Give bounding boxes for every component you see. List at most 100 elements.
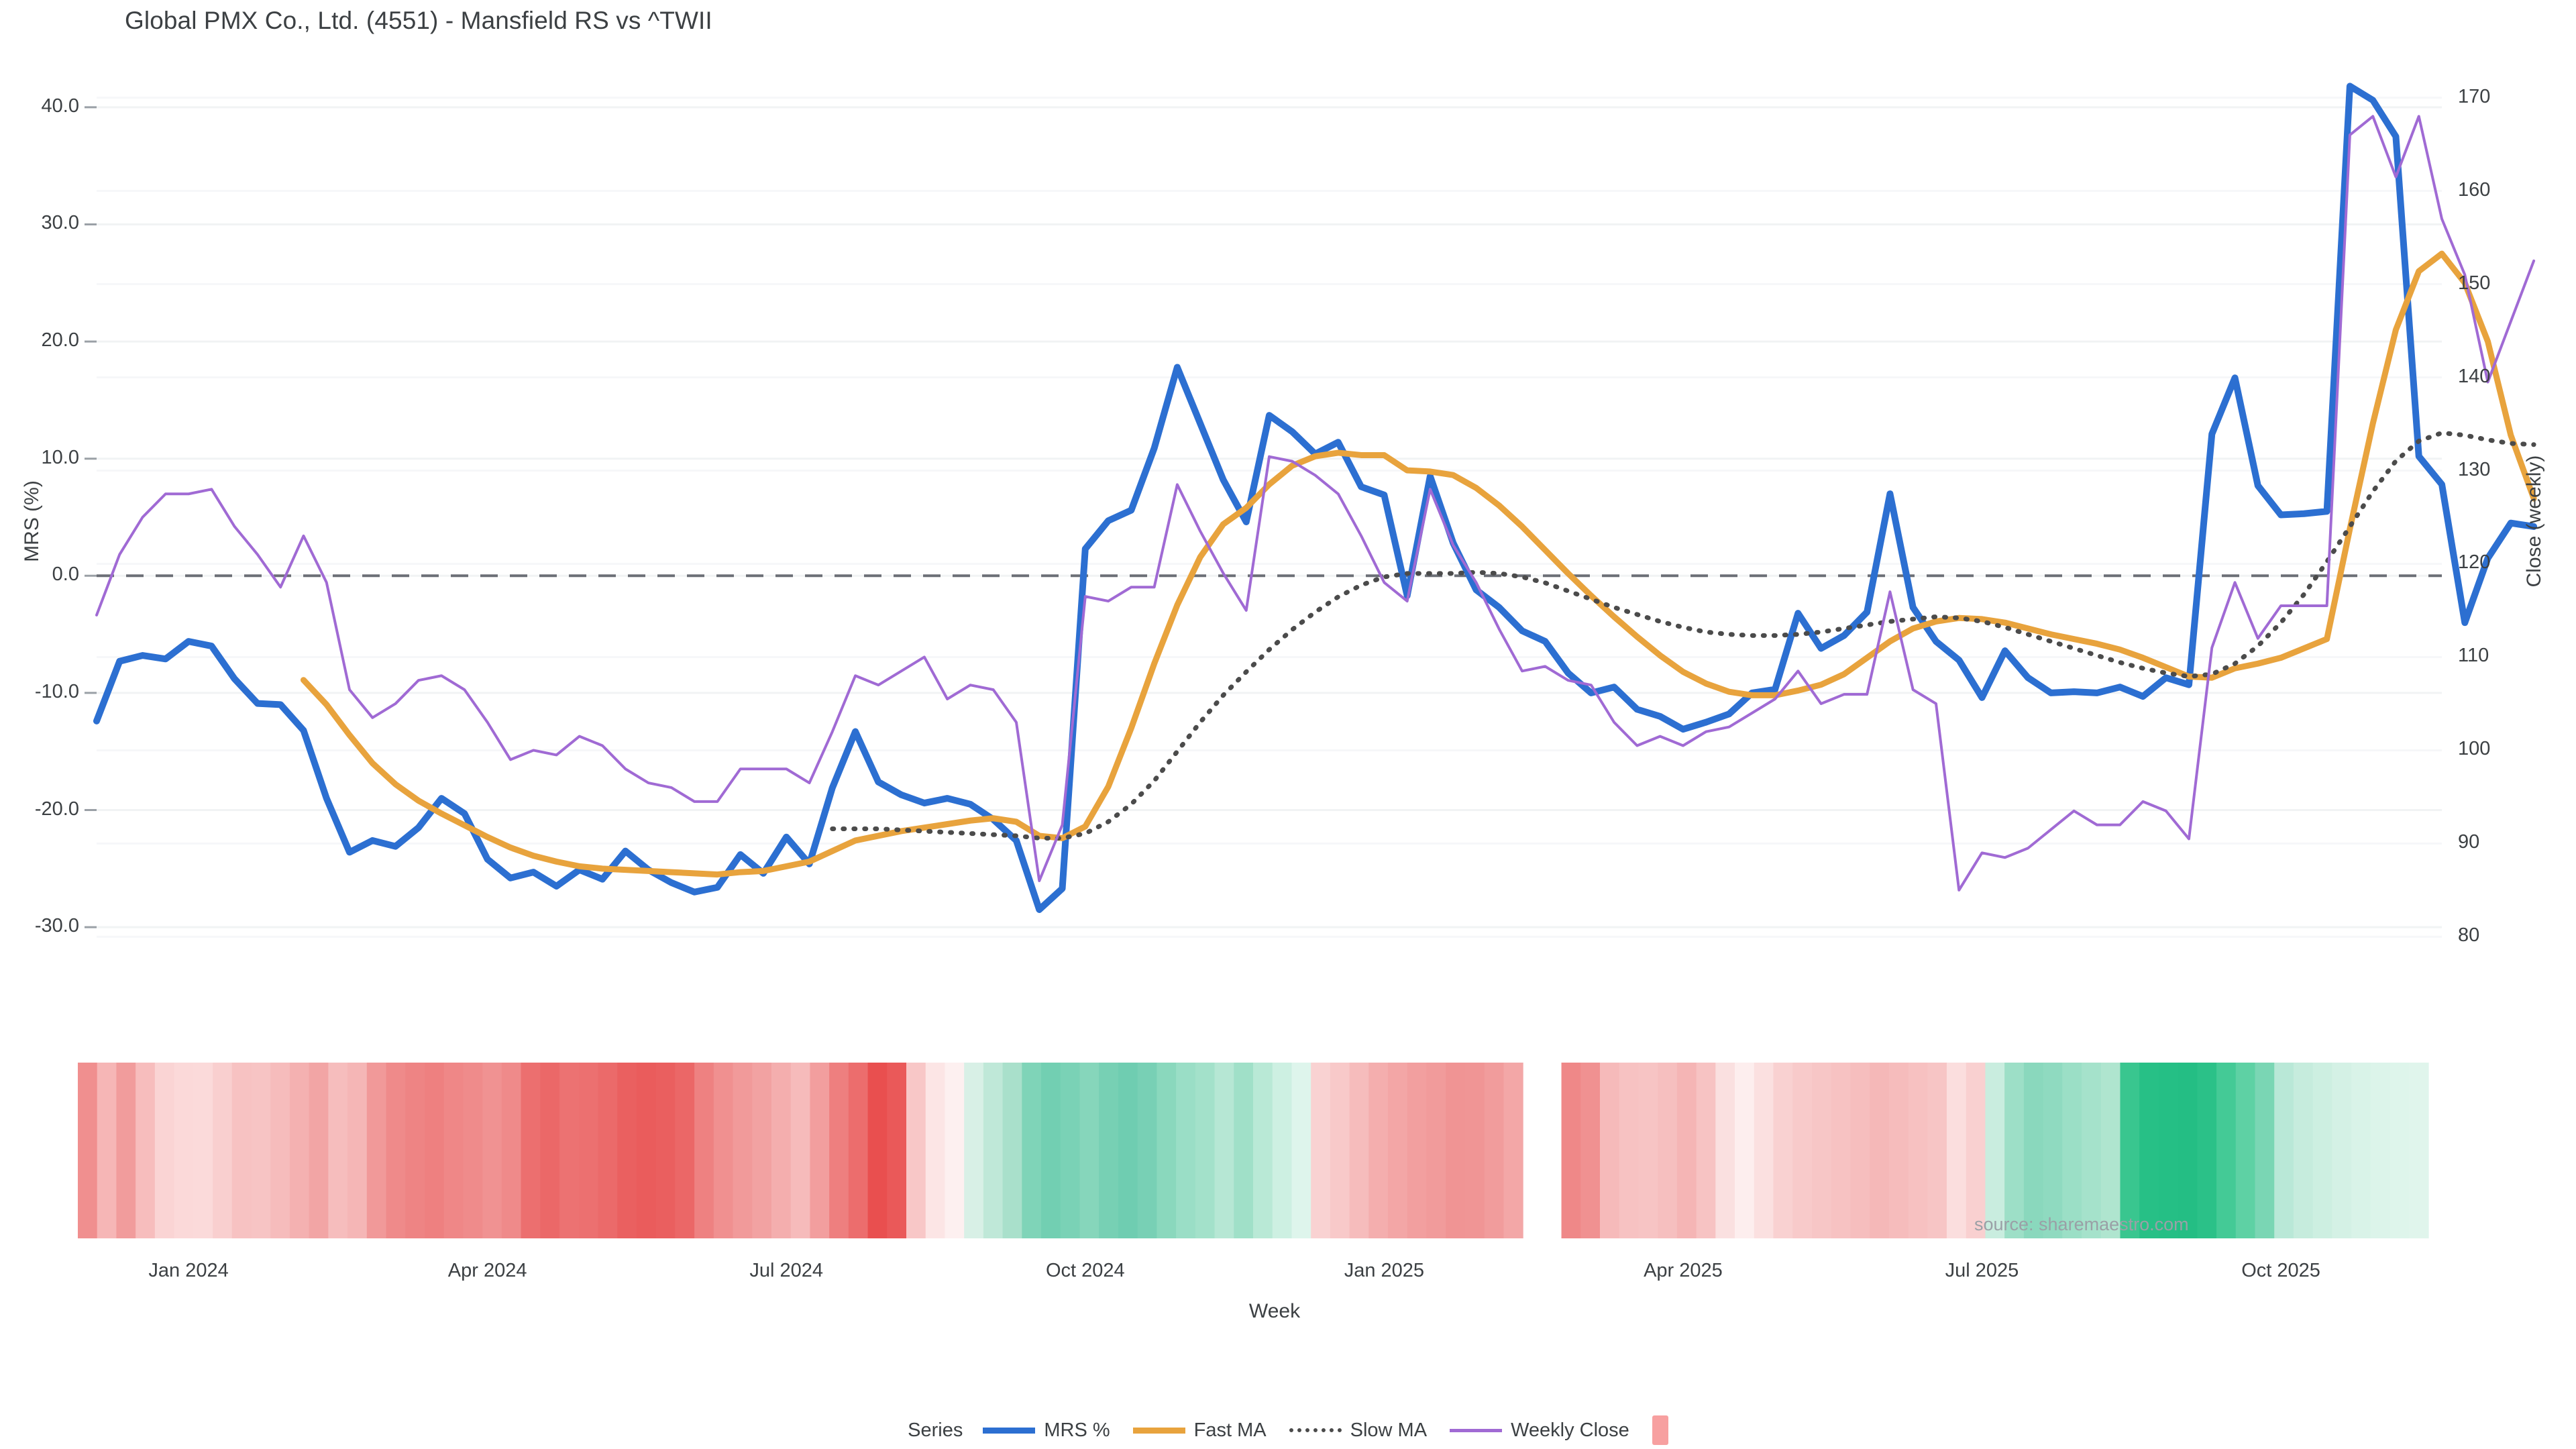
y-axis-right-tick: 150: [2458, 272, 2491, 294]
heatmap-cell: [136, 1063, 156, 1238]
heatmap-cell: [906, 1063, 926, 1238]
heatmap-cell: [1234, 1063, 1254, 1238]
x-axis-label: Week: [1248, 1300, 1301, 1322]
heatmap-cell: [2332, 1063, 2352, 1238]
heatmap-cell: [2293, 1063, 2314, 1238]
heatmap-cell: [2139, 1063, 2159, 1238]
chart-legend: Series MRS % Fast MA Slow MA Weekly Close: [0, 1415, 2576, 1445]
y-axis-right-tick: 100: [2458, 738, 2491, 760]
legend-item-rs-heat[interactable]: [1652, 1415, 1668, 1445]
legend-item-fast-ma[interactable]: Fast MA: [1132, 1419, 1267, 1442]
heatmap-cell: [925, 1063, 946, 1238]
legend-title: Series: [908, 1419, 963, 1441]
heatmap-cell: [1619, 1063, 1640, 1238]
heatmap-cell: [1214, 1063, 1234, 1238]
heatmap-cell: [559, 1063, 580, 1238]
heatmap-cell: [2043, 1063, 2063, 1238]
y-axis-left-tick: -10.0: [34, 680, 79, 702]
legend-label: Weekly Close: [1511, 1419, 1629, 1441]
heatmap-cell: [1176, 1063, 1196, 1238]
heatmap-cell: [1850, 1063, 1870, 1238]
y-axis-left-tick: -30.0: [34, 915, 79, 937]
series-line-slow-ma: [830, 430, 2536, 841]
y-axis-left-tick: 0.0: [52, 564, 79, 586]
heatmap-cell: [2370, 1063, 2391, 1238]
heatmap-cell: [2004, 1063, 2025, 1238]
x-axis-tick: Jul 2024: [749, 1260, 824, 1281]
heatmap-cell: [1946, 1063, 1967, 1238]
x-axis-tick: Oct 2024: [1045, 1260, 1125, 1281]
heatmap-cell: [694, 1063, 714, 1238]
heatmap-cell: [1503, 1063, 1523, 1238]
heatmap-cell: [2062, 1063, 2082, 1238]
y-axis-right-tick: 140: [2458, 365, 2491, 387]
legend-label: MRS %: [1044, 1419, 1110, 1441]
heatmap-cell: [328, 1063, 348, 1238]
heatmap-cell: [1811, 1063, 1832, 1238]
y-axis-right-tick: 120: [2458, 551, 2491, 574]
legend-item-mrs[interactable]: MRS %: [983, 1419, 1110, 1442]
heatmap-cell: [964, 1063, 984, 1238]
heatmap-cell: [733, 1063, 753, 1238]
heatmap-cell: [2082, 1063, 2102, 1238]
heatmap-cell: [1985, 1063, 2005, 1238]
legend-swatch-line: [1289, 1428, 1342, 1432]
heatmap-cell: [251, 1063, 271, 1238]
heatmap-cell: [347, 1063, 368, 1238]
heatmap-cell: [1041, 1063, 1061, 1238]
heatmap-cell: [78, 1063, 98, 1238]
heatmap-cell: [213, 1063, 233, 1238]
heatmap-cell: [463, 1063, 483, 1238]
page-title: Global PMX Co., Ltd. (4551) - Mansfield …: [125, 7, 712, 34]
heatmap-cell: [1388, 1063, 1408, 1238]
heatmap-cell: [174, 1063, 194, 1238]
heatmap-cell: [309, 1063, 329, 1238]
heatmap-cell: [2178, 1063, 2198, 1238]
heatmap-cell: [752, 1063, 772, 1238]
heatmap-cell: [1464, 1063, 1485, 1238]
heatmap-cell: [97, 1063, 117, 1238]
heatmap-cell: [2409, 1063, 2429, 1238]
heatmap-cell: [829, 1063, 849, 1238]
legend-item-slow-ma[interactable]: Slow MA: [1289, 1419, 1427, 1442]
heatmap-cell: [2390, 1063, 2410, 1238]
heatmap-cell: [386, 1063, 406, 1238]
heatmap-cell: [1580, 1063, 1601, 1238]
heatmap-cell: [482, 1063, 502, 1238]
heatmap-cell: [810, 1063, 830, 1238]
heatmap-cell: [887, 1063, 907, 1238]
heatmap-cell: [1099, 1063, 1119, 1238]
heatmap-cell: [2312, 1063, 2332, 1238]
heatmap-cell: [1407, 1063, 1428, 1238]
heatmap-cell: [1079, 1063, 1099, 1238]
heatmap-cell: [578, 1063, 599, 1238]
heatmap-cell: [2197, 1063, 2217, 1238]
heatmap-cell: [1426, 1063, 1446, 1238]
series-line-fast-ma: [300, 250, 2537, 878]
heatmap-cell: [1927, 1063, 1947, 1238]
heatmap-cell: [1561, 1063, 1581, 1238]
heatmap-cell: [405, 1063, 425, 1238]
heatmap-cell: [675, 1063, 695, 1238]
legend-item-weekly-close[interactable]: Weekly Close: [1450, 1419, 1629, 1442]
heatmap-cell: [2158, 1063, 2179, 1238]
heatmap-cell: [771, 1063, 792, 1238]
heatmap-cell: [521, 1063, 541, 1238]
x-axis-tick: Oct 2025: [2241, 1260, 2320, 1281]
heatmap-cell: [366, 1063, 387, 1238]
heatmap-cell: [848, 1063, 869, 1238]
heatmap-cell: [1291, 1063, 1311, 1238]
rs-heatmap-canvas: [78, 1063, 2429, 1238]
heatmap-cell: [2023, 1063, 2044, 1238]
y-axis-right-tick: 130: [2458, 458, 2491, 480]
heatmap-cell: [983, 1063, 1004, 1238]
y-axis-left-tick: -20.0: [34, 798, 79, 820]
heatmap-cell: [1676, 1063, 1697, 1238]
heatmap-cell: [1870, 1063, 1890, 1238]
heatmap-cell: [193, 1063, 213, 1238]
y-axis-left-tick: 20.0: [41, 329, 79, 352]
source-note: source: sharemaestro.com: [1974, 1214, 2189, 1234]
heatmap-cell: [1754, 1063, 1774, 1238]
heatmap-cell: [1002, 1063, 1022, 1238]
chart-canvas: [85, 83, 2538, 928]
